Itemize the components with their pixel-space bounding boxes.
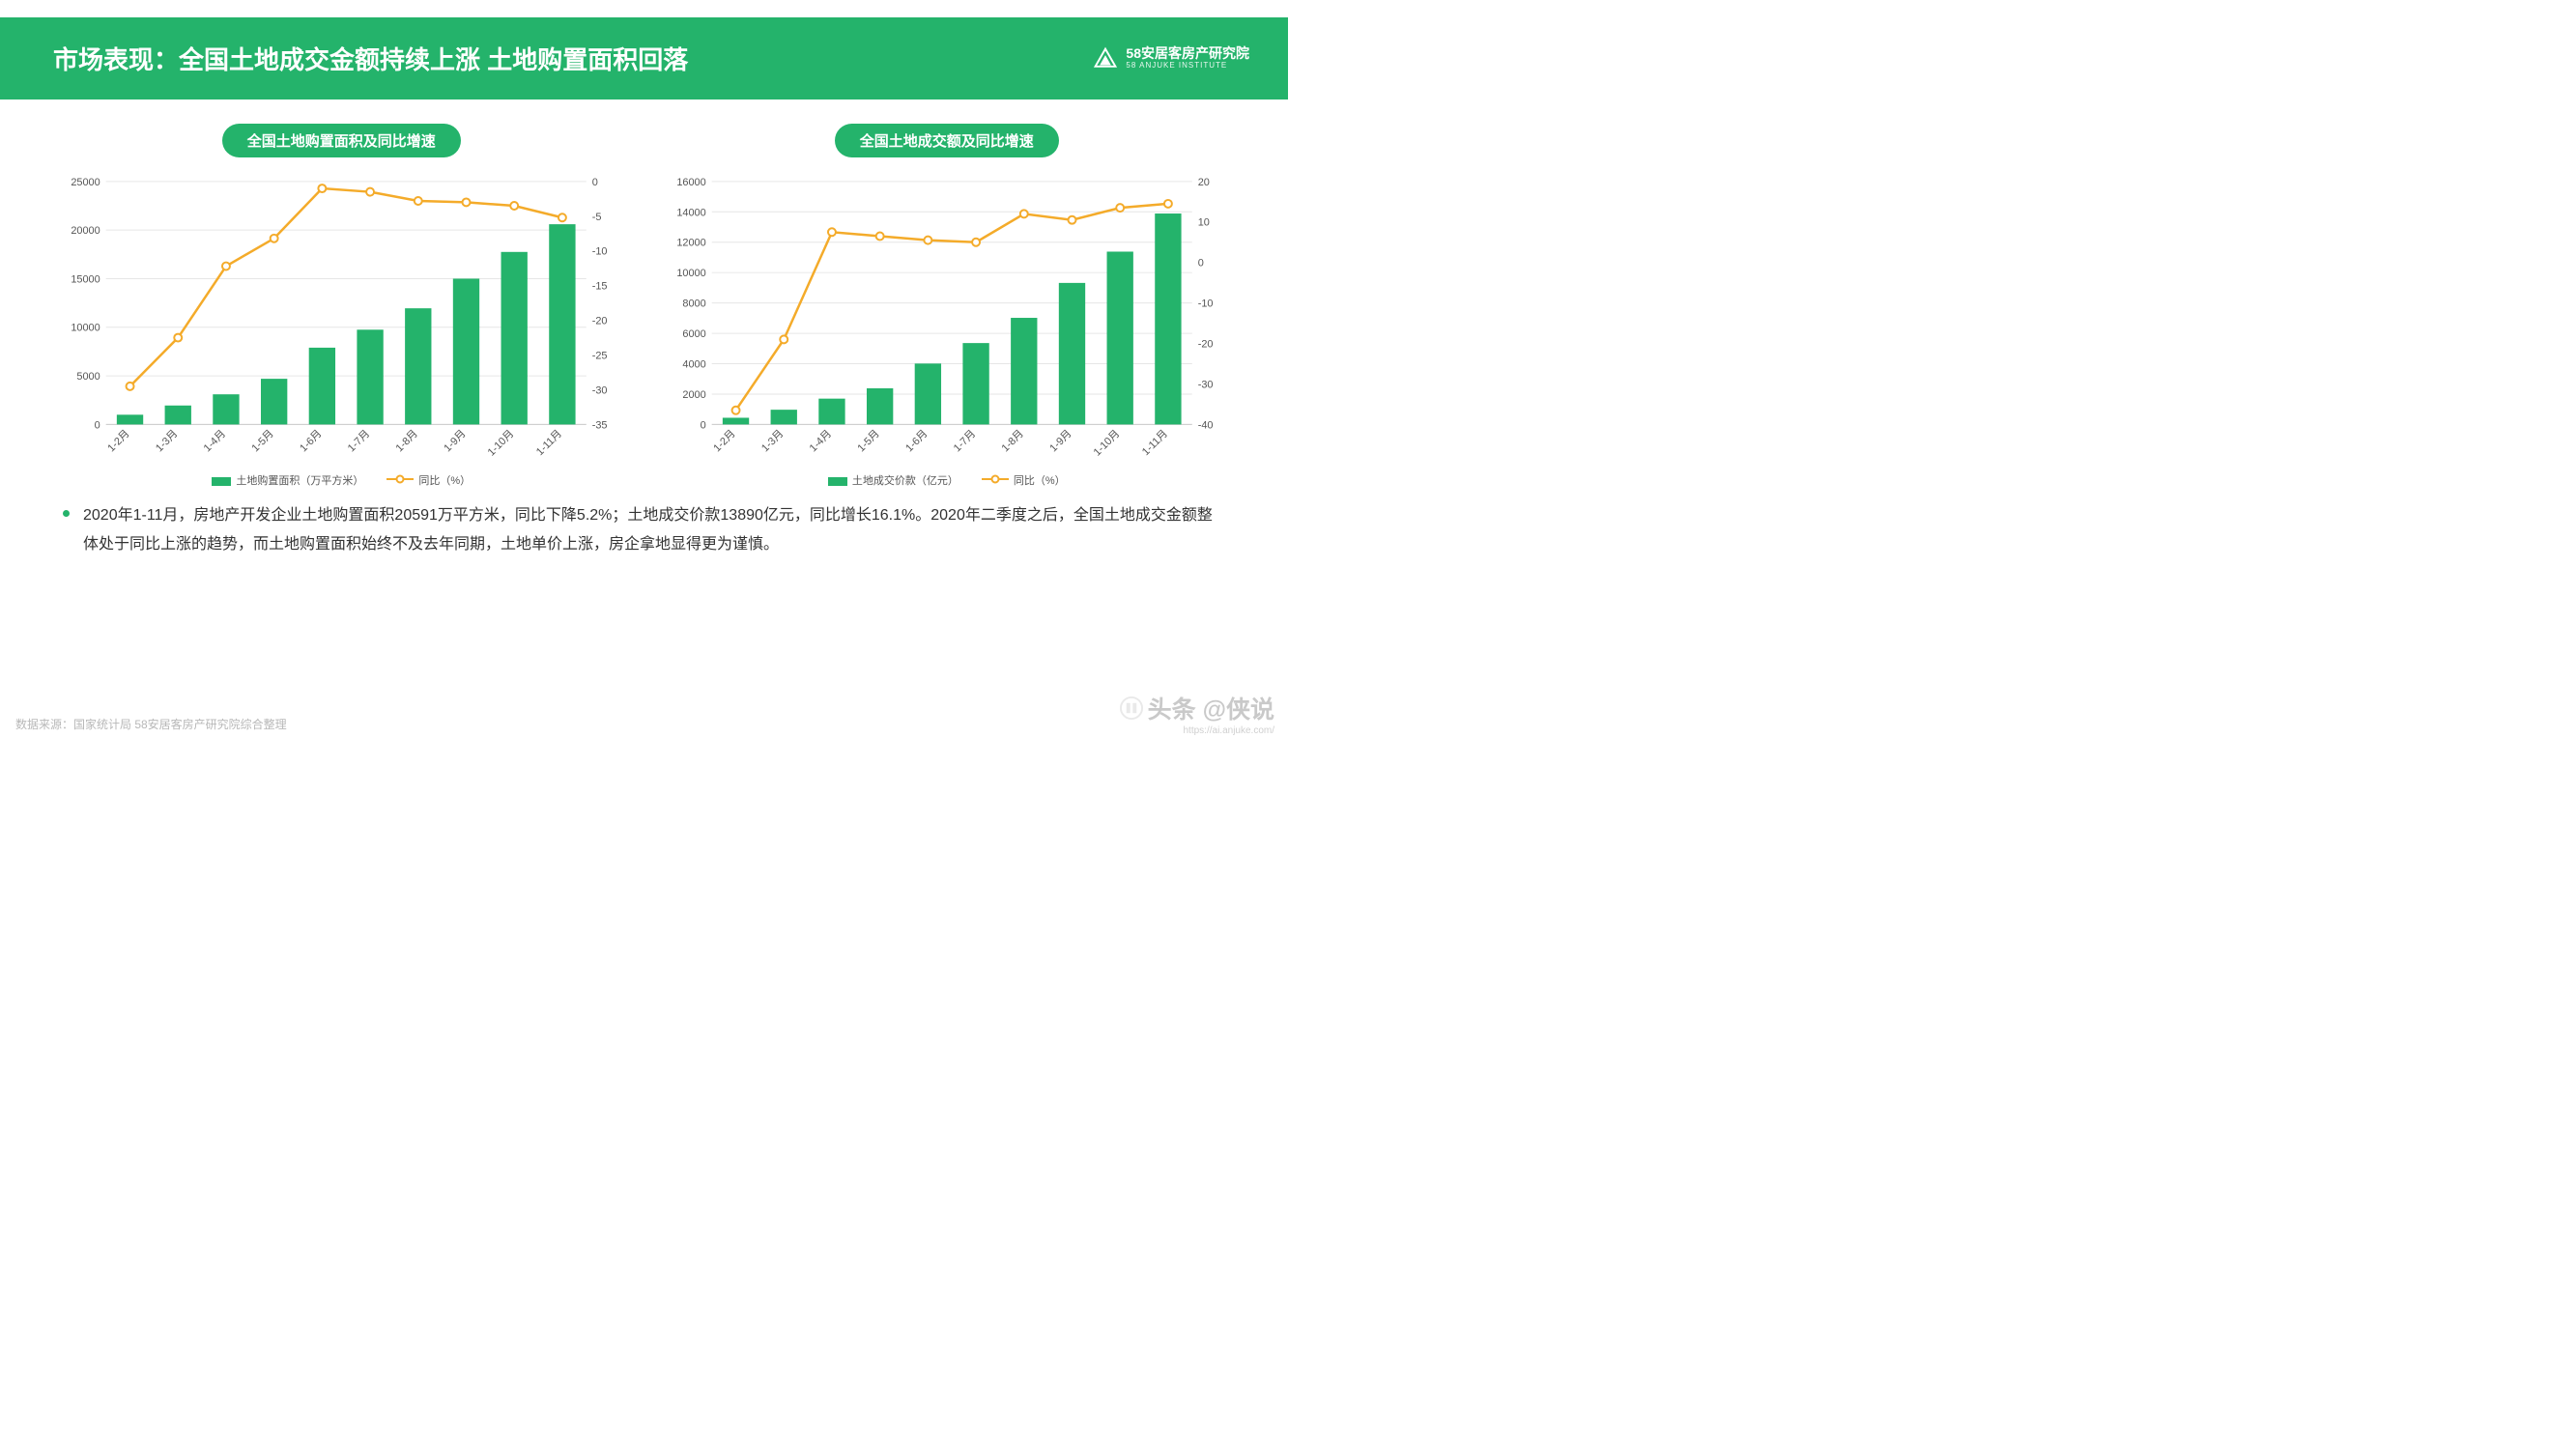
svg-text:1-2月: 1-2月 [105, 428, 131, 454]
svg-text:1-7月: 1-7月 [346, 428, 372, 454]
svg-text:1-3月: 1-3月 [758, 428, 785, 454]
svg-text:-30: -30 [1197, 379, 1213, 390]
svg-text:1-4月: 1-4月 [807, 428, 833, 454]
svg-text:6000: 6000 [682, 328, 705, 340]
legend-line-right: 同比（%） [982, 472, 1066, 488]
svg-text:0: 0 [592, 177, 598, 188]
svg-text:20: 20 [1197, 177, 1209, 188]
svg-text:-5: -5 [592, 212, 602, 223]
svg-text:14000: 14000 [676, 207, 705, 218]
chart-left-panel: 全国土地购置面积及同比增速 05000100001500020000250000… [53, 124, 630, 488]
svg-text:-10: -10 [1197, 298, 1213, 310]
svg-text:0: 0 [95, 419, 100, 431]
watermark-url: https://ai.anjuke.com/ [1119, 725, 1274, 736]
chart-right-title: 全国土地成交额及同比增速 [835, 124, 1059, 157]
watermark-icon [1119, 696, 1144, 721]
svg-text:1-11月: 1-11月 [1139, 428, 1169, 458]
footer-source: 数据来源：国家统计局 58安居客房产研究院综合整理 [15, 716, 287, 732]
svg-text:1-3月: 1-3月 [154, 428, 180, 454]
svg-text:16000: 16000 [676, 177, 705, 188]
brand-logo: 58安居客房产研究院 58 ANJUKE INSTITUTE [1093, 46, 1249, 71]
watermark: 头条 @侠说 https://ai.anjuke.com/ [1119, 691, 1274, 736]
svg-text:-20: -20 [1197, 339, 1213, 351]
svg-text:1-10月: 1-10月 [486, 428, 517, 459]
chart-right-legend: 土地成交价款（亿元） 同比（%） [659, 472, 1236, 488]
charts-container: 全国土地购置面积及同比增速 05000100001500020000250000… [0, 99, 1288, 488]
svg-text:1-9月: 1-9月 [1047, 428, 1073, 454]
svg-text:-10: -10 [592, 246, 608, 258]
svg-text:1-11月: 1-11月 [534, 428, 564, 458]
svg-text:1-4月: 1-4月 [202, 428, 228, 454]
svg-text:20000: 20000 [71, 225, 100, 237]
svg-text:1-2月: 1-2月 [711, 428, 737, 454]
bullet-dot-icon [63, 510, 70, 517]
logo-icon [1093, 46, 1118, 71]
svg-text:1-10月: 1-10月 [1091, 428, 1122, 459]
svg-text:1-9月: 1-9月 [442, 428, 468, 454]
bullet-section: 2020年1-11月，房地产开发企业土地购置面积20591万平方米，同比下降5.… [0, 488, 1288, 560]
svg-text:0: 0 [1197, 258, 1203, 270]
svg-text:15000: 15000 [71, 273, 100, 285]
svg-text:-35: -35 [592, 419, 608, 431]
svg-text:10000: 10000 [676, 268, 705, 279]
header-bar: 市场表现：全国土地成交金额持续上涨 土地购置面积回落 58安居客房产研究院 58… [0, 17, 1288, 99]
chart-left-legend: 土地购置面积（万平方米） 同比（%） [53, 472, 630, 488]
svg-text:8000: 8000 [682, 298, 705, 310]
svg-text:1-6月: 1-6月 [298, 428, 324, 454]
svg-text:-25: -25 [592, 351, 608, 362]
svg-text:25000: 25000 [71, 177, 100, 188]
svg-text:0: 0 [700, 419, 705, 431]
svg-text:1-6月: 1-6月 [903, 428, 930, 454]
chart-left: 0 5000 10000 15000 20000 25000 0 -5 -10 -15 -20 -25… [53, 169, 630, 478]
legend-line-left: 同比（%） [386, 472, 471, 488]
logo-text-cn: 58安居客房产研究院 [1126, 46, 1249, 61]
bullet-text: 2020年1-11月，房地产开发企业土地购置面积20591万平方米，同比下降5.… [83, 501, 1225, 560]
svg-text:-40: -40 [1197, 419, 1213, 431]
svg-text:1-8月: 1-8月 [999, 428, 1025, 454]
svg-text:1-7月: 1-7月 [951, 428, 977, 454]
svg-text:12000: 12000 [676, 238, 705, 249]
svg-text:2000: 2000 [682, 389, 705, 401]
svg-text:10000: 10000 [71, 323, 100, 334]
chart-right: 0 2000 4000 6000 8000 10000 12000 14000 16000 20 1… [659, 169, 1236, 478]
logo-text-en: 58 ANJUKE INSTITUTE [1126, 62, 1249, 71]
svg-text:1-8月: 1-8月 [394, 428, 420, 454]
chart-left-title: 全国土地购置面积及同比增速 [222, 124, 461, 157]
svg-text:-15: -15 [592, 281, 608, 293]
svg-text:1-5月: 1-5月 [855, 428, 881, 454]
svg-text:-30: -30 [592, 384, 608, 396]
legend-bar-right: 土地成交价款（亿元） [828, 472, 959, 488]
svg-text:-20: -20 [592, 316, 608, 327]
svg-text:1-5月: 1-5月 [249, 428, 275, 454]
page-title: 市场表现：全国土地成交金额持续上涨 土地购置面积回落 [53, 41, 688, 76]
legend-bar-left: 土地购置面积（万平方米） [212, 472, 363, 488]
svg-text:5000: 5000 [76, 371, 100, 383]
chart-right-panel: 全国土地成交额及同比增速 0 2000 4000 6000 8000 10000 12000… [659, 124, 1236, 488]
svg-text:10: 10 [1197, 217, 1209, 229]
svg-text:4000: 4000 [682, 358, 705, 370]
watermark-main: 头条 @侠说 [1119, 691, 1274, 725]
